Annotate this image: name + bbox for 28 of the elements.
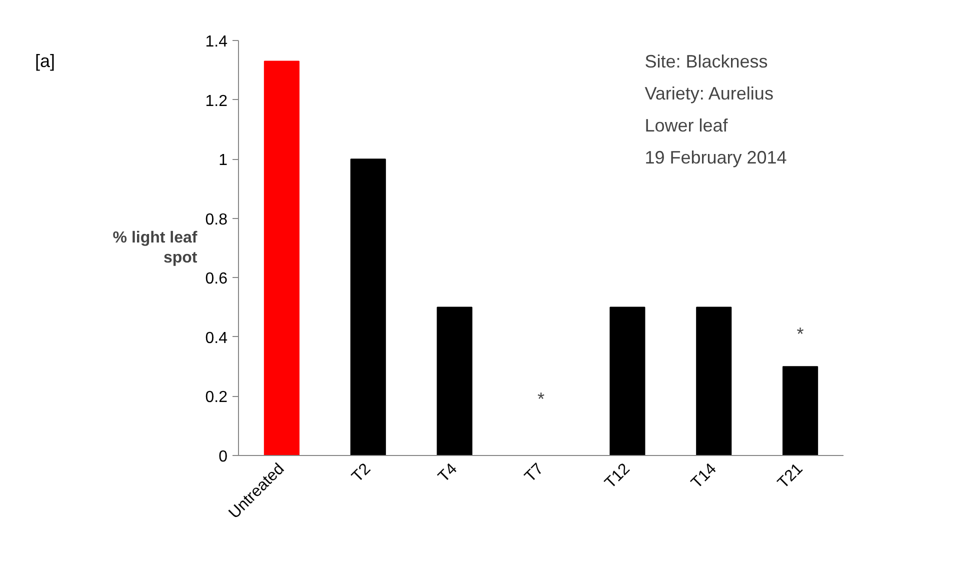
y-tick-label: 0.2 bbox=[205, 389, 228, 406]
y-tick-label: 0.6 bbox=[205, 270, 228, 288]
y-axis-title: % light leaf spot bbox=[112, 229, 198, 267]
annotation: 19 February 2014 bbox=[644, 147, 787, 168]
y-tick-label: 1 bbox=[218, 152, 228, 170]
x-tick-label: T14 bbox=[688, 460, 720, 492]
y-tick-label: 0 bbox=[218, 448, 228, 466]
y-tick-label: 1.4 bbox=[205, 34, 228, 50]
x-tick-label: T7 bbox=[522, 460, 548, 486]
y-tick-label: 0.4 bbox=[205, 330, 228, 347]
x-tick-label: T21 bbox=[774, 460, 806, 492]
bar bbox=[350, 158, 386, 456]
x-tick-label: T12 bbox=[602, 460, 634, 492]
text: [a] bbox=[35, 50, 56, 73]
annotation: Lower leaf bbox=[644, 115, 729, 136]
bar bbox=[782, 366, 818, 456]
annotation: * bbox=[538, 389, 545, 410]
x-tick-label: T4 bbox=[435, 460, 461, 486]
bar bbox=[436, 306, 472, 456]
y-tick-label: 1.2 bbox=[205, 92, 228, 110]
x-tick-label: T2 bbox=[348, 460, 374, 486]
annotation: Site: Blackness bbox=[644, 51, 768, 72]
bar bbox=[610, 306, 646, 456]
annotation: * bbox=[796, 324, 804, 344]
y-tick-label: 0.8 bbox=[205, 211, 228, 228]
annotation: Variety: Aurelius bbox=[644, 83, 774, 104]
bar bbox=[696, 306, 732, 456]
bar bbox=[264, 60, 300, 456]
